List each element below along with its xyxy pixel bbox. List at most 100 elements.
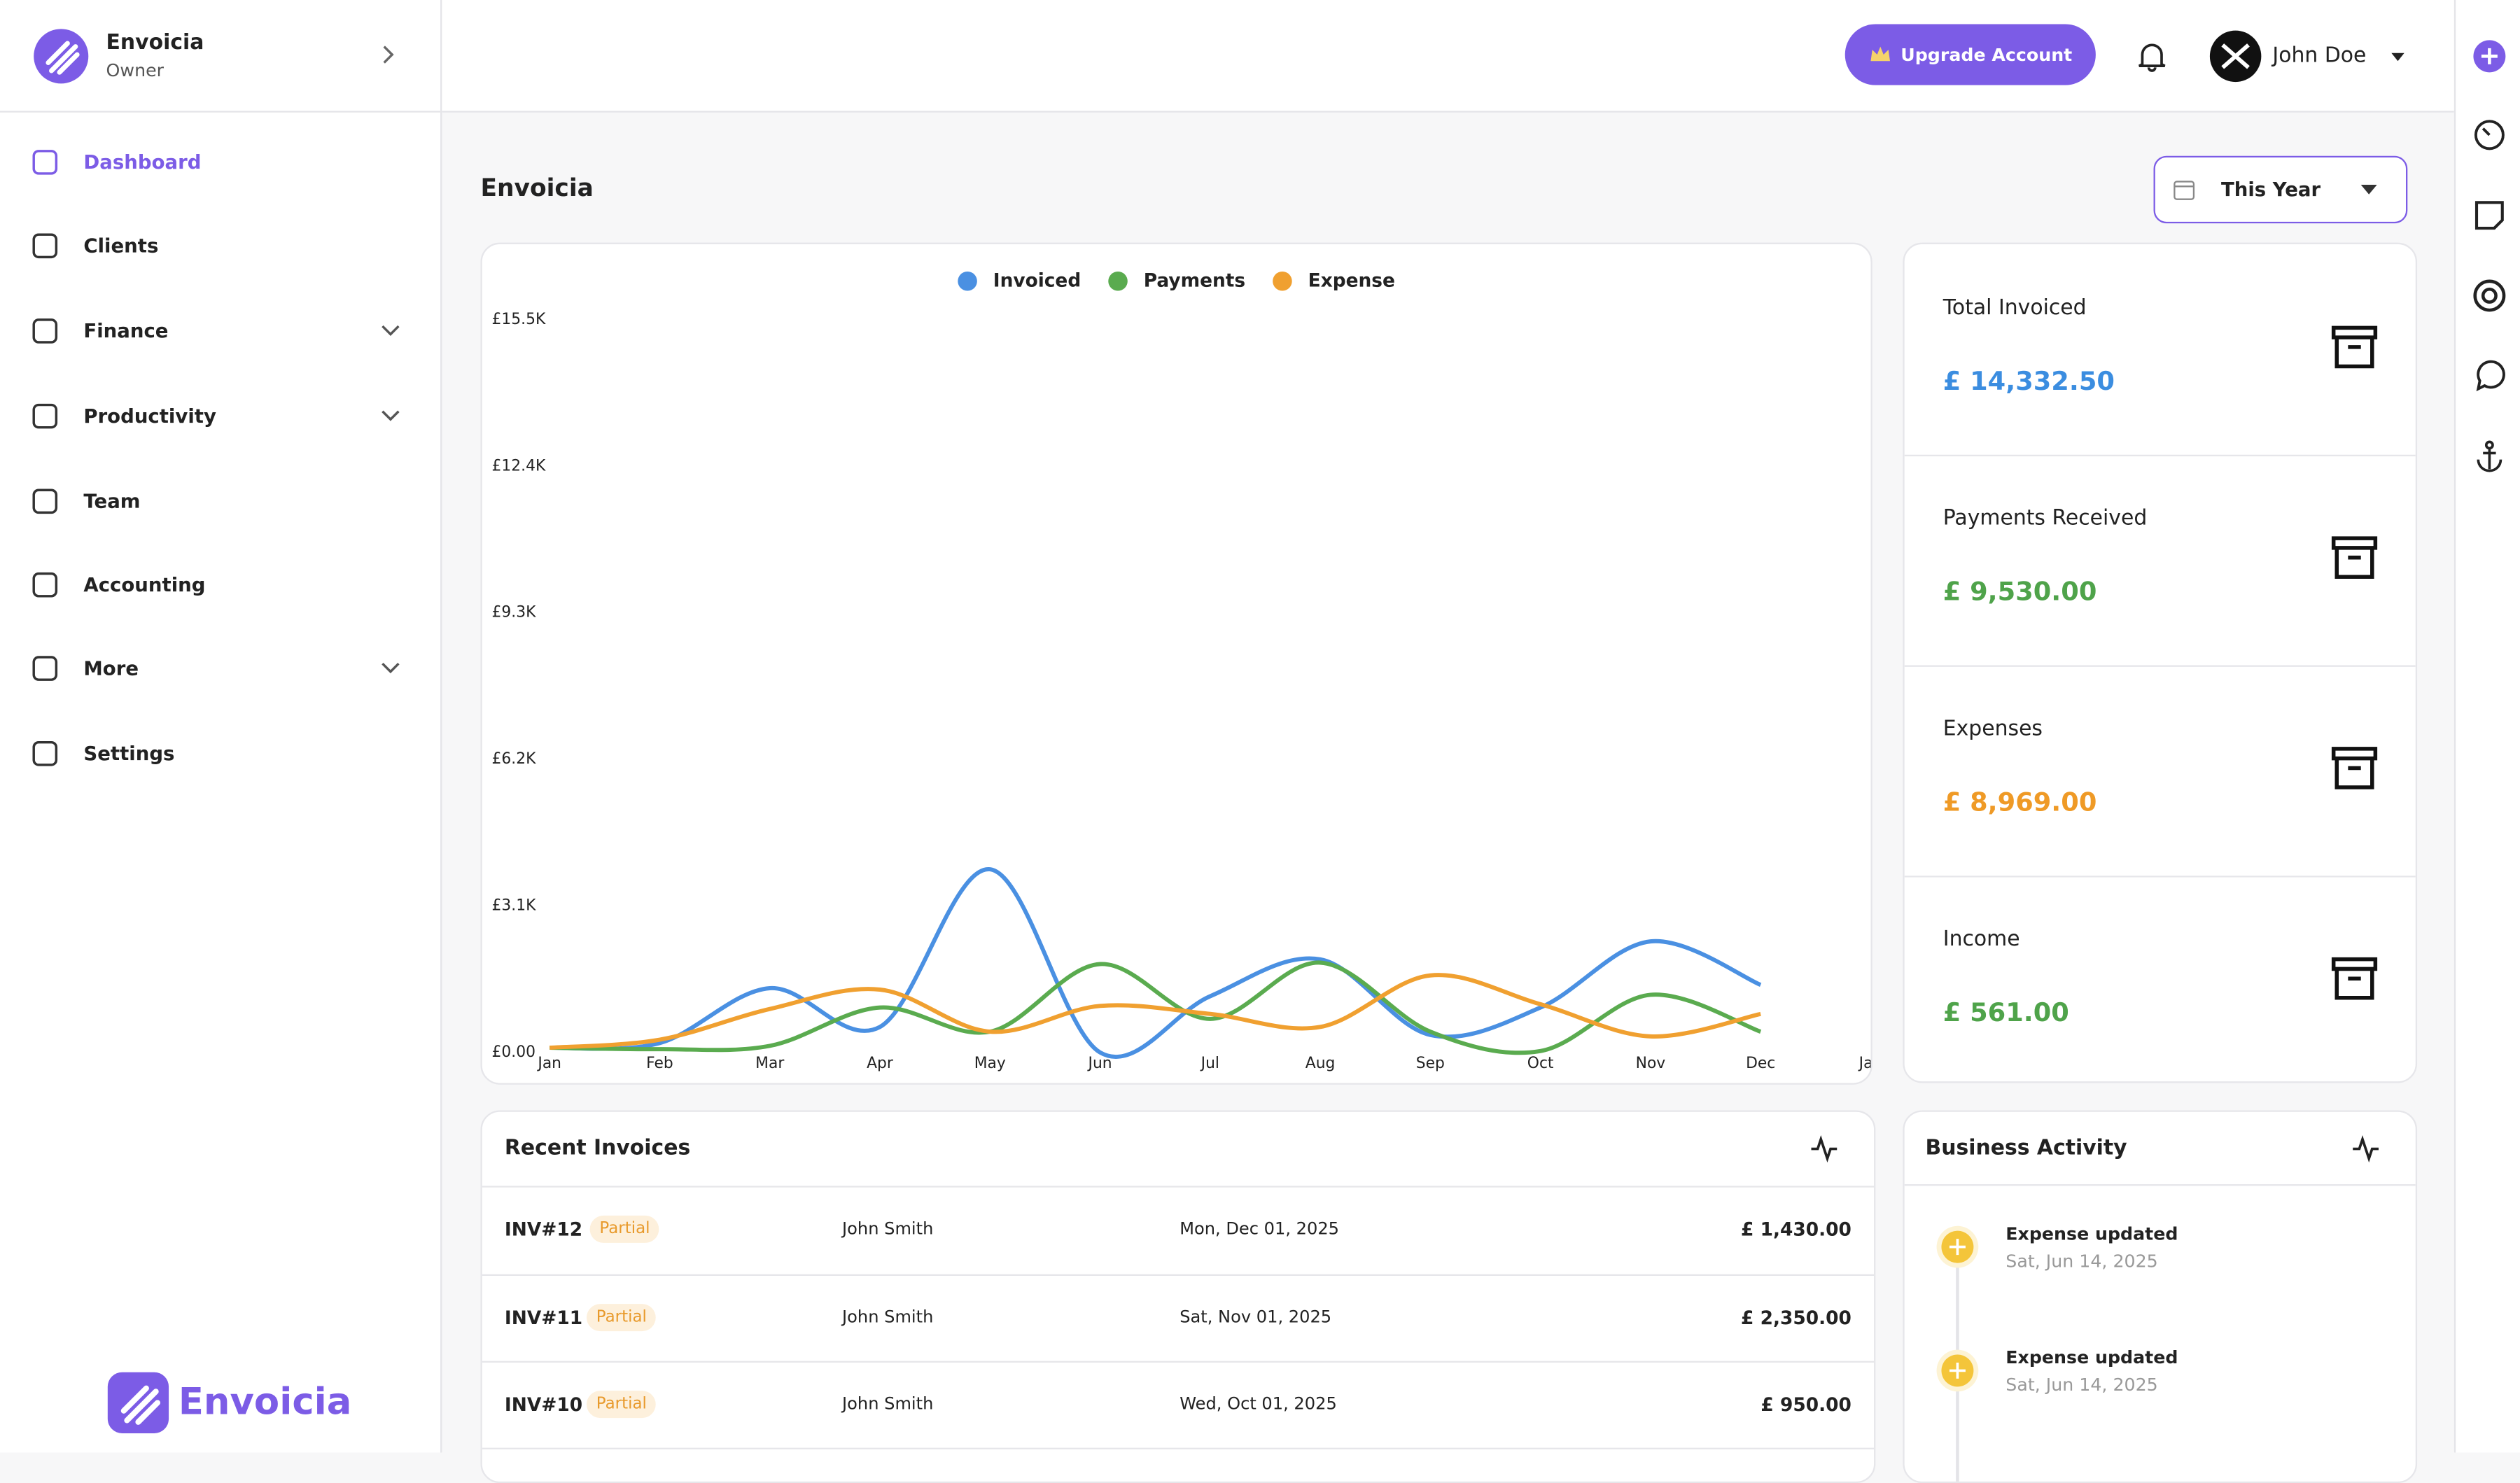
timer-icon[interactable] bbox=[2472, 118, 2507, 153]
invoice-number[interactable]: INV#11 bbox=[504, 1305, 583, 1328]
divider bbox=[482, 1447, 1875, 1449]
page-title: Envoicia bbox=[480, 173, 594, 203]
legend-label[interactable]: Payments bbox=[1144, 269, 1245, 291]
upgrade-label: Upgrade Account bbox=[1900, 44, 2073, 65]
menu-item[interactable]: Clients bbox=[83, 234, 159, 258]
card-value: £ 14,332.50 bbox=[1942, 365, 2115, 396]
card-label: Total Invoiced bbox=[1942, 296, 2087, 321]
icon-shape bbox=[32, 233, 58, 259]
icon-shape bbox=[32, 150, 58, 175]
menu-icon bbox=[32, 150, 58, 175]
invoice-number[interactable]: INV#12 bbox=[504, 1218, 583, 1241]
legend-marker bbox=[958, 272, 977, 291]
card-label: Income bbox=[1942, 927, 2020, 953]
legend-label[interactable]: Expense bbox=[1308, 269, 1395, 291]
add-button[interactable] bbox=[2472, 38, 2507, 74]
menu-icon bbox=[32, 740, 58, 766]
icon-shape bbox=[32, 572, 58, 598]
activity-icon[interactable] bbox=[1809, 1134, 1838, 1163]
chevron[interactable] bbox=[379, 661, 402, 677]
client-name: John Smith bbox=[842, 1219, 934, 1239]
status-badge: Partial bbox=[587, 1302, 657, 1331]
avatar[interactable] bbox=[2208, 29, 2263, 83]
panel-title: Business Activity bbox=[1925, 1137, 2127, 1161]
y-tick-label: £0.00 bbox=[492, 1043, 536, 1061]
support-icon[interactable] bbox=[2472, 278, 2507, 314]
chevron[interactable] bbox=[379, 323, 402, 339]
legend-label[interactable]: Invoiced bbox=[993, 269, 1081, 291]
icon-shape bbox=[2331, 957, 2378, 1000]
user-menu-caret[interactable] bbox=[2390, 48, 2406, 64]
menu-item[interactable]: Team bbox=[83, 490, 141, 513]
archive-icon bbox=[2331, 325, 2378, 369]
activity-dot bbox=[1936, 1225, 1979, 1268]
period-select[interactable]: This Year bbox=[2153, 155, 2408, 224]
panel-title: Recent Invoices bbox=[504, 1137, 691, 1161]
icon-shape bbox=[2331, 536, 2378, 579]
x-tick-label: Sep bbox=[1416, 1055, 1445, 1072]
icon-shape bbox=[32, 740, 58, 766]
role: Owner bbox=[106, 60, 164, 81]
footer-logo bbox=[107, 1372, 169, 1433]
menu-item[interactable]: Dashboard bbox=[83, 150, 202, 174]
menu-icon bbox=[32, 489, 58, 514]
menu-icon bbox=[32, 318, 58, 344]
summary-cards: Total Invoiced £ 14,332.50 Payments Receiv… bbox=[1903, 242, 2418, 1083]
x-tick-label: Aug bbox=[1306, 1055, 1336, 1072]
period-label: This Year bbox=[2220, 178, 2321, 201]
user-name[interactable]: John Doe bbox=[2272, 44, 2367, 69]
archive-icon bbox=[2331, 536, 2378, 579]
activity-icon[interactable] bbox=[2351, 1134, 2380, 1163]
icon-shape bbox=[32, 403, 58, 429]
chevron-shape bbox=[382, 662, 400, 674]
invoice-amount: £ 950.00 bbox=[1760, 1393, 1851, 1416]
notes-icon[interactable] bbox=[2472, 197, 2507, 233]
archive-icon bbox=[2331, 957, 2378, 1000]
series-line bbox=[549, 973, 1761, 1050]
business-activity: Business Activity Expense updated Sat, Ju… bbox=[1903, 1110, 2418, 1483]
icon-shape bbox=[32, 318, 58, 344]
invoice-date: Sat, Nov 01, 2025 bbox=[1180, 1307, 1332, 1327]
whatsapp-icon[interactable] bbox=[2472, 358, 2507, 394]
footer-brand: Envoicia bbox=[178, 1382, 352, 1424]
x-tick-label: Jul bbox=[1200, 1055, 1219, 1072]
activity-title: Expense updated bbox=[2005, 1223, 2178, 1245]
icon-shape bbox=[1949, 1362, 1966, 1379]
x-tick-label: Apr bbox=[867, 1055, 893, 1072]
divider bbox=[1904, 1184, 2416, 1186]
invoice-number[interactable]: INV#10 bbox=[504, 1393, 583, 1416]
y-tick-label: £9.3K bbox=[492, 604, 537, 621]
right-rail bbox=[2454, 0, 2520, 1453]
invoice-date: Wed, Oct 01, 2025 bbox=[1180, 1394, 1337, 1414]
x-tick-label: Oct bbox=[1527, 1055, 1554, 1072]
menu-item[interactable]: Productivity bbox=[83, 405, 216, 428]
sidebar: Envoicia Owner Envoicia Dashboard Clients… bbox=[0, 0, 442, 1453]
icon-shape bbox=[1949, 1239, 1966, 1256]
divider bbox=[1904, 454, 2416, 457]
menu-icon bbox=[32, 233, 58, 259]
menu-item[interactable]: Settings bbox=[83, 742, 175, 765]
y-tick-label: £12.4K bbox=[492, 457, 546, 475]
menu-item[interactable]: Finance bbox=[83, 319, 169, 343]
chevron-shape bbox=[382, 325, 400, 336]
divider bbox=[1904, 876, 2416, 878]
y-tick-label: £15.5K bbox=[492, 311, 546, 328]
activity-date: Sat, Jun 14, 2025 bbox=[2005, 1375, 2158, 1396]
brand-logo bbox=[34, 29, 89, 84]
card-value: £ 9,530.00 bbox=[1942, 576, 2097, 607]
expand-button[interactable] bbox=[376, 43, 398, 66]
icon-shape bbox=[32, 489, 58, 514]
notifications[interactable] bbox=[2136, 40, 2168, 72]
menu-item[interactable]: More bbox=[83, 657, 139, 680]
upgrade-button[interactable]: Upgrade Account bbox=[1844, 24, 2096, 85]
x-tick-label: Nov bbox=[1636, 1055, 1666, 1072]
invoice-date: Mon, Dec 01, 2025 bbox=[1180, 1219, 1340, 1239]
activity-date: Sat, Jun 14, 2025 bbox=[2005, 1251, 2158, 1272]
status-badge: Partial bbox=[589, 1215, 660, 1243]
chevron[interactable] bbox=[379, 408, 402, 424]
menu-item[interactable]: Accounting bbox=[83, 573, 206, 596]
brand-name: Envoicia bbox=[106, 31, 204, 56]
calendar-icon bbox=[2174, 181, 2195, 200]
anchor-icon[interactable] bbox=[2472, 439, 2507, 475]
icon-shape bbox=[2331, 747, 2378, 789]
